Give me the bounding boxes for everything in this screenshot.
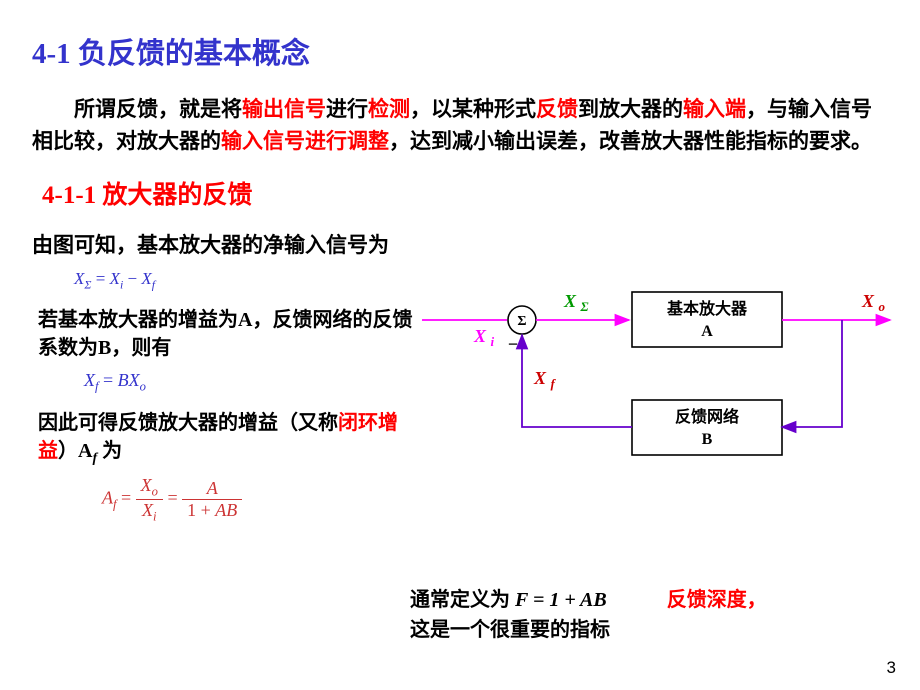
eq-var: X <box>142 500 153 520</box>
para-closed-loop: 因此可得反馈放大器的增益（又称闭环增益）Af 为 <box>38 409 418 469</box>
x-i-label: X i <box>473 326 495 349</box>
page-number: 3 <box>887 658 896 678</box>
eq-var: AB <box>215 500 237 520</box>
output-to-feedback-line <box>782 320 842 427</box>
intro-paragraph: 所谓反馈，就是将输出信号进行检测，以某种形式反馈到放大器的输入端，与输入信号相比… <box>32 94 888 157</box>
eq-op: = <box>167 487 182 507</box>
equation-F: F = 1 + AB <box>515 589 607 611</box>
eq-var: X <box>84 370 95 390</box>
eq-var: X <box>141 269 151 288</box>
x-f-label: X f <box>533 368 557 391</box>
amplifier-symbol: A <box>701 323 713 340</box>
feedback-symbol: B <box>702 431 713 448</box>
denominator: 1 + AB <box>182 500 242 521</box>
note-text: 通常定义为 <box>410 589 515 611</box>
eq-sub: o <box>140 380 146 394</box>
intro-seg: 所谓反馈，就是将 <box>74 97 242 121</box>
eq-sub: i <box>153 509 157 523</box>
note-line-1: 通常定义为 F = 1 + AB 反馈深度， <box>410 585 890 615</box>
slide: 4-1 负反馈的基本概念 所谓反馈，就是将输出信号进行检测，以某种形式反馈到放大… <box>0 0 920 690</box>
amplifier-label: 基本放大器 <box>666 299 748 318</box>
eq-sub: f <box>152 277 155 291</box>
intro-red: 输出信号 <box>242 97 326 121</box>
feedback-block-diagram: Σ − 基本放大器 A 反馈网络 B X Σ X i X f X o <box>422 280 892 480</box>
minus-label: − <box>508 334 518 354</box>
intro-seg: ，以某种形式 <box>410 97 536 121</box>
numerator: A <box>182 478 242 500</box>
subsection-title: 4-1-1 放大器的反馈 <box>42 175 888 211</box>
para-text: 为 <box>97 440 122 462</box>
intro-red: 反馈 <box>536 97 578 121</box>
intro-red: 输入端 <box>683 97 746 121</box>
intro-seg: 进行 <box>326 97 368 121</box>
eq-op: = <box>91 269 109 288</box>
slide-title: 4-1 负反馈的基本概念 <box>32 30 888 72</box>
eq-op: = <box>99 370 118 390</box>
eq-var: B <box>118 370 129 390</box>
statement-line: 由图可知，基本放大器的净输入信号为 <box>32 229 888 259</box>
x-o-label: X o <box>861 291 886 314</box>
para-text: 因此可得反馈放大器的增益（又称 <box>38 412 338 434</box>
eq-op: − <box>123 269 141 288</box>
numerator: Xo <box>136 475 163 500</box>
fraction: A 1 + AB <box>182 478 242 520</box>
note-line-2: 这是一个很重要的指标 <box>410 615 890 645</box>
eq-sub: o <box>152 484 158 498</box>
para-text: ）A <box>58 440 92 462</box>
intro-red: 输入信号进行调整 <box>221 129 389 153</box>
intro-seg: ，达到减小输出误差，改善放大器性能指标的要求。 <box>389 129 872 153</box>
para-gain-def: 若基本放大器的增益为A，反馈网络的反馈系数为B，则有 <box>38 306 418 362</box>
equation-af: Af = Xo Xi = A 1 + AB <box>102 475 888 524</box>
fraction: Xo Xi <box>136 475 163 524</box>
eq-const: 1 + <box>187 500 215 520</box>
eq-var: X <box>129 370 140 390</box>
intro-red: 检测 <box>368 97 410 121</box>
eq-var: A <box>102 487 113 507</box>
eq-var: X <box>74 269 84 288</box>
intro-seg: 到放大器的 <box>578 97 683 121</box>
x-sigma-label: X Σ <box>563 291 589 314</box>
eq-op: = <box>117 487 136 507</box>
note-red: 反馈深度， <box>667 589 767 611</box>
eq-var: X <box>110 269 120 288</box>
eq-var: X <box>141 475 152 495</box>
feedback-depth-note: 通常定义为 F = 1 + AB 反馈深度， 这是一个很重要的指标 <box>410 585 890 645</box>
denominator: Xi <box>136 500 163 524</box>
feedback-label: 反馈网络 <box>675 407 739 426</box>
sigma-label: Σ <box>517 314 526 329</box>
